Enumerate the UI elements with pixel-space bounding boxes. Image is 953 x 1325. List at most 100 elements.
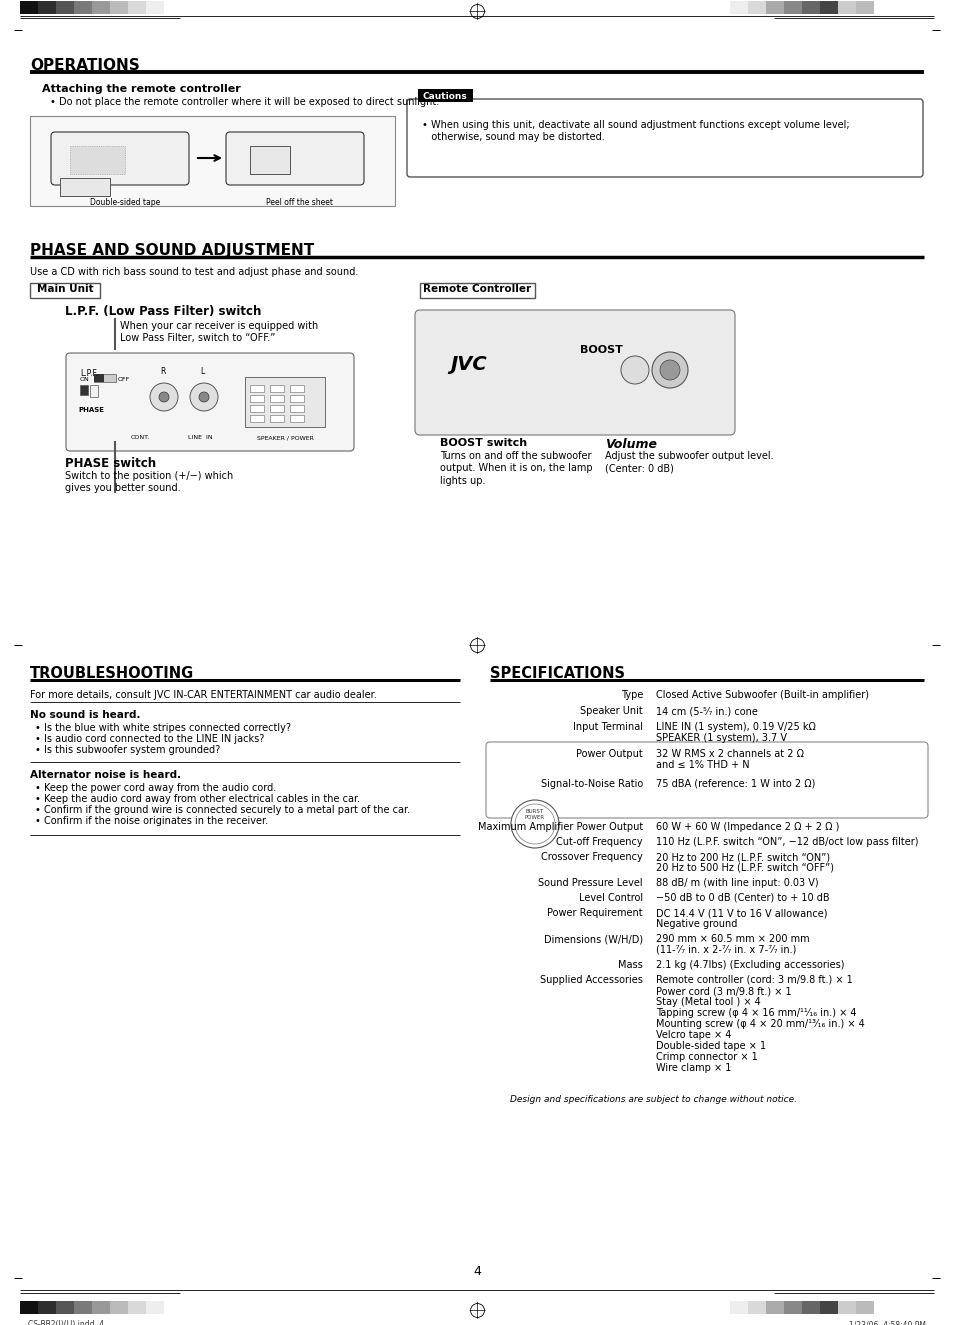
Text: ON: ON bbox=[80, 378, 90, 382]
Text: 20 Hz to 500 Hz (L.P.F. switch “OFF”): 20 Hz to 500 Hz (L.P.F. switch “OFF”) bbox=[656, 863, 833, 873]
Text: OFF: OFF bbox=[118, 378, 131, 382]
Bar bbox=[128, 1, 146, 15]
Bar bbox=[74, 1301, 91, 1314]
Bar bbox=[729, 1, 747, 15]
Text: Negative ground: Negative ground bbox=[656, 920, 737, 929]
Text: Velcro tape × 4: Velcro tape × 4 bbox=[656, 1030, 731, 1040]
Bar bbox=[290, 395, 304, 401]
Text: TROUBLESHOOTING: TROUBLESHOOTING bbox=[30, 666, 194, 681]
FancyBboxPatch shape bbox=[415, 310, 734, 435]
FancyBboxPatch shape bbox=[226, 132, 364, 186]
Text: L.P.F. (Low Pass Filter) switch: L.P.F. (Low Pass Filter) switch bbox=[65, 305, 261, 318]
Text: • Keep the audio cord away from other electrical cables in the car.: • Keep the audio cord away from other el… bbox=[35, 794, 359, 804]
Text: Attaching the remote controller: Attaching the remote controller bbox=[42, 83, 240, 94]
Text: Mass: Mass bbox=[618, 961, 642, 970]
Circle shape bbox=[199, 392, 209, 401]
Text: Volume: Volume bbox=[604, 439, 657, 451]
Text: Type: Type bbox=[620, 690, 642, 700]
Text: Level Control: Level Control bbox=[578, 893, 642, 904]
Bar bbox=[20, 1301, 38, 1314]
Text: Double-sided tape × 1: Double-sided tape × 1 bbox=[656, 1041, 765, 1051]
Text: Power Output: Power Output bbox=[576, 749, 642, 759]
Text: 4: 4 bbox=[473, 1265, 480, 1279]
Bar bbox=[270, 405, 284, 412]
Bar bbox=[747, 1301, 765, 1314]
Text: 110 Hz (L.P.F. switch “ON”, −12 dB/oct low pass filter): 110 Hz (L.P.F. switch “ON”, −12 dB/oct l… bbox=[656, 837, 918, 847]
Circle shape bbox=[150, 383, 178, 411]
Text: Maximum Amplifier Power Output: Maximum Amplifier Power Output bbox=[477, 822, 642, 832]
Text: (11-⁷⁄₇ in. x 2-⁷⁄₇ in. x 7-⁷⁄₇ in.): (11-⁷⁄₇ in. x 2-⁷⁄₇ in. x 7-⁷⁄₇ in.) bbox=[656, 945, 796, 955]
Text: PHASE AND SOUND ADJUSTMENT: PHASE AND SOUND ADJUSTMENT bbox=[30, 242, 314, 258]
Bar bbox=[837, 1, 855, 15]
Text: DC 14.4 V (11 V to 16 V allowance): DC 14.4 V (11 V to 16 V allowance) bbox=[656, 908, 826, 918]
Text: −50 dB to 0 dB (Center) to + 10 dB: −50 dB to 0 dB (Center) to + 10 dB bbox=[656, 893, 829, 904]
Text: Double-sided tape: Double-sided tape bbox=[90, 197, 160, 207]
Text: Power cord (3 m/9.8 ft.) × 1: Power cord (3 m/9.8 ft.) × 1 bbox=[656, 986, 791, 996]
Text: PHASE switch: PHASE switch bbox=[65, 457, 156, 470]
Text: Input Terminal: Input Terminal bbox=[573, 722, 642, 731]
Bar bbox=[417, 89, 473, 102]
Text: and ≤ 1% THD + N: and ≤ 1% THD + N bbox=[656, 761, 749, 770]
Text: Main Unit: Main Unit bbox=[36, 284, 93, 294]
Bar bbox=[146, 1, 164, 15]
Text: • Do not place the remote controller where it will be exposed to direct sunlight: • Do not place the remote controller whe… bbox=[50, 97, 438, 107]
Bar bbox=[74, 1, 91, 15]
Bar bbox=[56, 1, 74, 15]
Bar bbox=[270, 395, 284, 401]
FancyBboxPatch shape bbox=[51, 132, 189, 186]
Bar bbox=[765, 1, 783, 15]
Text: When your car receiver is equipped with
Low Pass Filter, switch to “OFF.”: When your car receiver is equipped with … bbox=[120, 321, 318, 343]
Text: Switch to the position (+/−) which
gives you better sound.: Switch to the position (+/−) which gives… bbox=[65, 470, 233, 493]
Text: Crossover Frequency: Crossover Frequency bbox=[540, 852, 642, 863]
FancyBboxPatch shape bbox=[407, 99, 923, 178]
Text: Closed Active Subwoofer (Built-in amplifier): Closed Active Subwoofer (Built-in amplif… bbox=[656, 690, 868, 700]
Bar bbox=[30, 117, 395, 205]
Text: Cut-off Frequency: Cut-off Frequency bbox=[556, 837, 642, 847]
Text: • Is this subwoofer system grounded?: • Is this subwoofer system grounded? bbox=[35, 745, 220, 755]
Text: • When using this unit, deactivate all sound adjustment functions except volume : • When using this unit, deactivate all s… bbox=[421, 121, 849, 142]
Text: 1/23/06  4:58:40 PM: 1/23/06 4:58:40 PM bbox=[848, 1320, 925, 1325]
Text: Use a CD with rich bass sound to test and adjust phase and sound.: Use a CD with rich bass sound to test an… bbox=[30, 268, 358, 277]
Text: • Confirm if the noise originates in the receiver.: • Confirm if the noise originates in the… bbox=[35, 816, 268, 825]
Text: 290 mm × 60.5 mm × 200 mm: 290 mm × 60.5 mm × 200 mm bbox=[656, 934, 809, 943]
Bar bbox=[56, 1301, 74, 1314]
Bar bbox=[20, 1, 38, 15]
Bar bbox=[250, 146, 290, 174]
Text: • Confirm if the ground wire is connected securely to a metal part of the car.: • Confirm if the ground wire is connecte… bbox=[35, 806, 410, 815]
Text: 75 dBA (reference: 1 W into 2 Ω): 75 dBA (reference: 1 W into 2 Ω) bbox=[656, 779, 815, 788]
Text: Design and specifications are subject to change without notice.: Design and specifications are subject to… bbox=[510, 1094, 796, 1104]
Text: 32 W RMS x 2 channels at 2 Ω: 32 W RMS x 2 channels at 2 Ω bbox=[656, 749, 803, 759]
Bar bbox=[290, 386, 304, 392]
Text: R: R bbox=[160, 367, 165, 376]
Text: Remote controller (cord: 3 m/9.8 ft.) × 1: Remote controller (cord: 3 m/9.8 ft.) × … bbox=[656, 975, 852, 984]
Bar bbox=[110, 1301, 128, 1314]
Text: Signal-to-Noise Ratio: Signal-to-Noise Ratio bbox=[540, 779, 642, 788]
Bar bbox=[837, 1301, 855, 1314]
Circle shape bbox=[620, 356, 648, 384]
Bar bbox=[94, 374, 116, 382]
Bar bbox=[90, 386, 98, 398]
Text: CONT.: CONT. bbox=[131, 435, 150, 440]
Bar bbox=[250, 386, 264, 392]
Bar bbox=[765, 1301, 783, 1314]
Text: Cautions: Cautions bbox=[422, 91, 467, 101]
Text: 88 dB/ m (with line input: 0.03 V): 88 dB/ m (with line input: 0.03 V) bbox=[656, 878, 818, 888]
Text: CS-BB2(J)(U).indd  4: CS-BB2(J)(U).indd 4 bbox=[28, 1320, 104, 1325]
Bar bbox=[290, 405, 304, 412]
Bar bbox=[91, 1, 110, 15]
Text: No sound is heard.: No sound is heard. bbox=[30, 710, 140, 719]
Text: Crimp connector × 1: Crimp connector × 1 bbox=[656, 1052, 757, 1063]
Text: L: L bbox=[200, 367, 204, 376]
Bar bbox=[801, 1301, 820, 1314]
Text: BOOST: BOOST bbox=[579, 344, 622, 355]
Bar bbox=[91, 1301, 110, 1314]
Text: 20 Hz to 200 Hz (L.P.F. switch “ON”): 20 Hz to 200 Hz (L.P.F. switch “ON”) bbox=[656, 852, 829, 863]
Text: L.P.F.: L.P.F. bbox=[80, 368, 98, 378]
Text: Wire clamp × 1: Wire clamp × 1 bbox=[656, 1063, 731, 1073]
Bar bbox=[855, 1, 873, 15]
Text: BURST
POWER: BURST POWER bbox=[524, 810, 544, 820]
Bar bbox=[250, 415, 264, 421]
Bar bbox=[80, 386, 88, 395]
Text: BOOST switch: BOOST switch bbox=[439, 439, 527, 448]
Bar bbox=[128, 1301, 146, 1314]
